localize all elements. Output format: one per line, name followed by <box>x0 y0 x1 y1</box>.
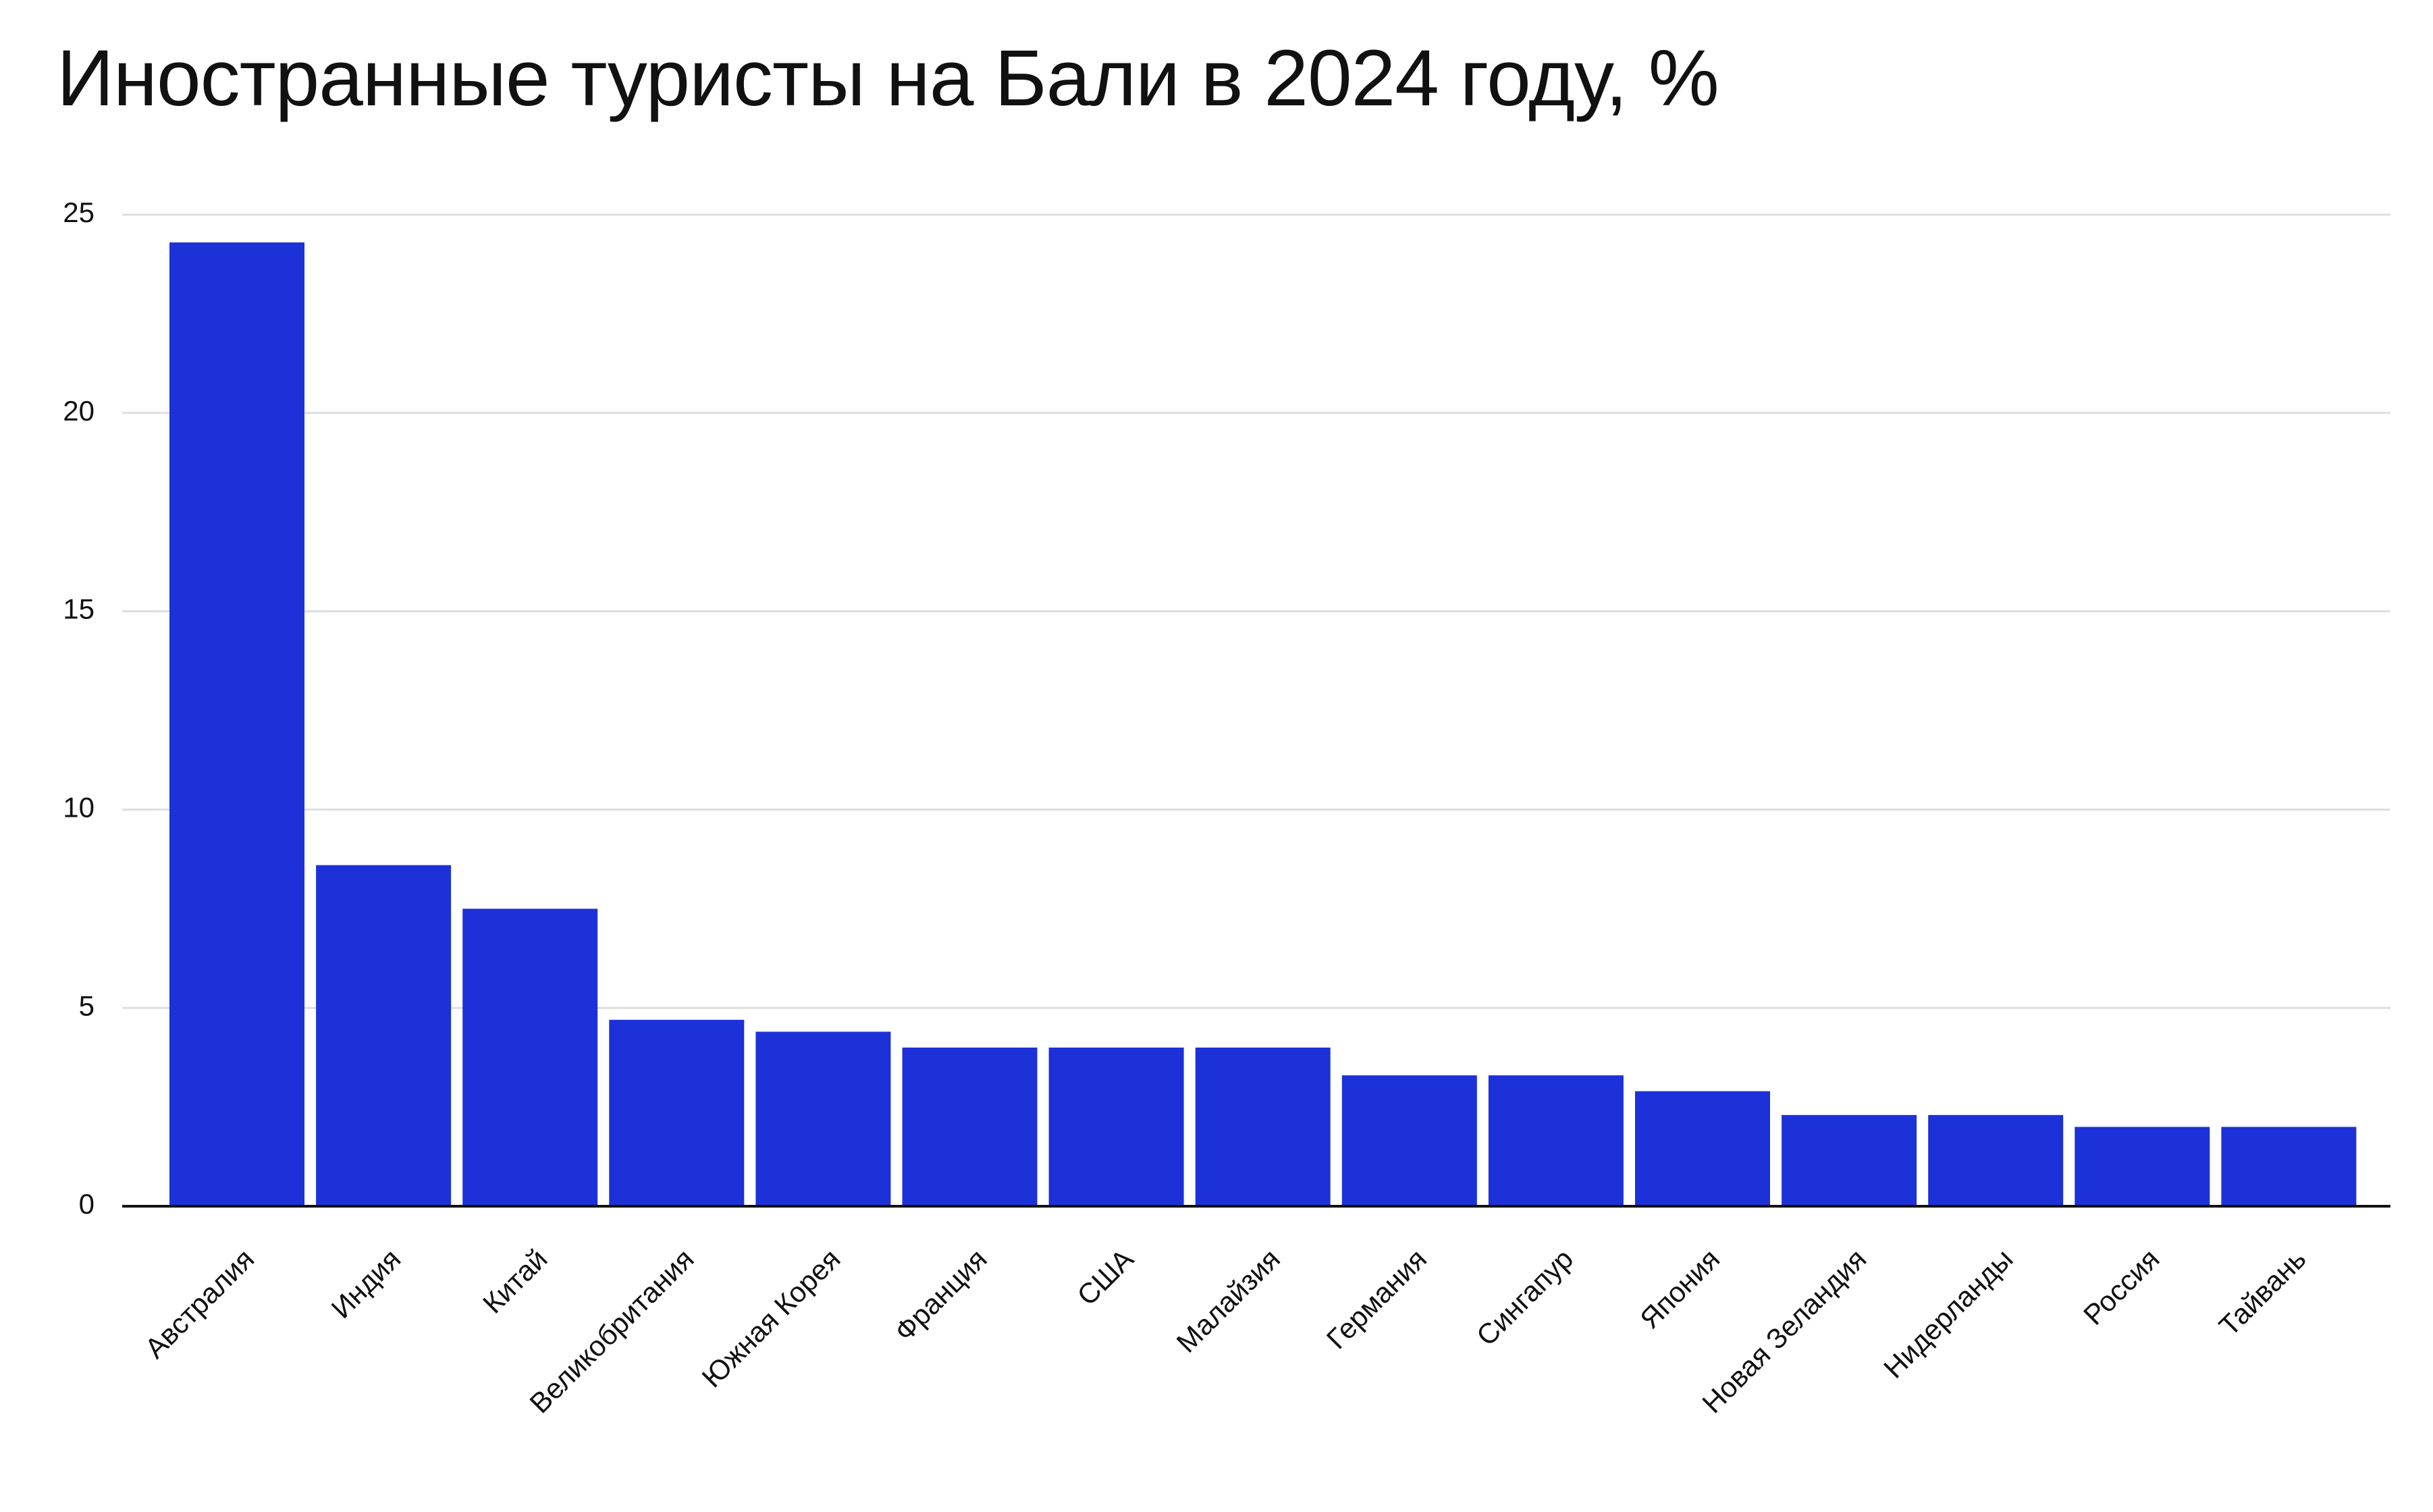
bar <box>462 909 598 1206</box>
y-tick-label: 5 <box>79 990 95 1021</box>
bar <box>1048 1047 1184 1206</box>
bar <box>609 1019 745 1206</box>
y-axis-ticks: 0 5 10 15 20 25 <box>63 196 95 1220</box>
bar <box>316 865 452 1206</box>
y-tick-label: 10 <box>63 791 95 823</box>
bar <box>1928 1114 2064 1206</box>
y-tick-label: 25 <box>63 196 95 228</box>
x-tick-label: Южная Корея <box>695 1243 846 1393</box>
y-tick-label: 20 <box>63 395 95 427</box>
bar <box>2221 1127 2357 1206</box>
x-tick-label: Франция <box>888 1243 993 1347</box>
bar <box>1782 1114 1917 1206</box>
bar <box>169 242 304 1207</box>
x-tick-label: Австралия <box>138 1243 260 1364</box>
x-tick-label: Япония <box>1634 1243 1726 1334</box>
x-tick-label: Малайзия <box>1171 1243 1287 1359</box>
bar <box>2075 1127 2210 1206</box>
x-tick-label: Тайвань <box>2213 1243 2312 1342</box>
bar <box>1195 1047 1331 1206</box>
bar <box>902 1047 1038 1206</box>
x-tick-label: Нидерланды <box>1877 1243 2019 1384</box>
x-tick-label: Россия <box>2077 1243 2166 1331</box>
x-tick-label: Китай <box>477 1243 554 1320</box>
x-tick-label: США <box>1071 1243 1140 1312</box>
bar <box>755 1031 891 1206</box>
bar <box>1341 1075 1477 1206</box>
y-tick-label: 0 <box>79 1188 95 1220</box>
x-tick-label: Великобритания <box>523 1243 699 1419</box>
x-tick-label: Германия <box>1320 1243 1433 1355</box>
chart-title: Иностранные туристы на Бали в 2024 году,… <box>57 34 1719 123</box>
bar <box>1488 1075 1624 1206</box>
y-tick-label: 15 <box>63 593 95 625</box>
x-tick-label: Индия <box>325 1243 406 1324</box>
bar <box>1635 1091 1770 1206</box>
gridlines <box>122 213 2390 1009</box>
x-tick-label: Сингапур <box>1470 1243 1579 1351</box>
x-tick-label: Новая Зеландия <box>1696 1243 1872 1419</box>
bars <box>169 242 2357 1207</box>
